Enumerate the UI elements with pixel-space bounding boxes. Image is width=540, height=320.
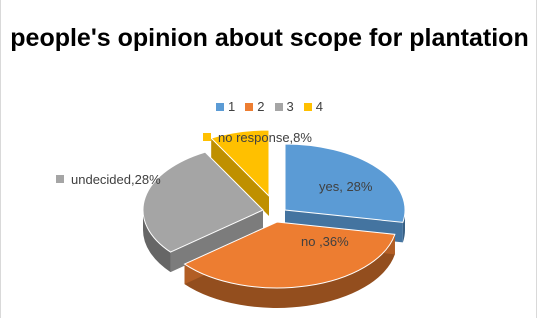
data-label-1: yes, 28% — [319, 179, 373, 194]
pie-slice-3 — [142, 151, 264, 253]
chart-title: people's opinion about scope for plantat… — [1, 22, 538, 54]
pie-slice-2 — [183, 221, 396, 289]
legend-label-2: 2 — [257, 99, 265, 114]
legend-label-1: 1 — [228, 99, 236, 114]
legend-swatch-3 — [274, 102, 283, 111]
legend: 1 2 3 4 — [1, 99, 538, 114]
data-label-4: no response,8% — [218, 130, 312, 145]
data-label-2: no ,36% — [301, 234, 349, 249]
data-label-key-3 — [56, 175, 64, 183]
pie-slice-side-4 — [211, 138, 269, 216]
legend-item-4: 4 — [303, 99, 323, 114]
chart-title-text: people's opinion about scope for plantat… — [10, 24, 529, 52]
legend-item-1: 1 — [216, 99, 235, 114]
legend-label-3: 3 — [286, 99, 294, 114]
data-label-key-4 — [203, 133, 211, 141]
legend-item-3: 3 — [274, 99, 294, 114]
legend-label-4: 4 — [315, 99, 323, 114]
pie-slice-4 — [210, 129, 270, 198]
legend-swatch-2 — [245, 102, 254, 111]
pie-slice-1 — [284, 143, 406, 223]
legend-swatch-1 — [216, 102, 225, 111]
legend-item-2: 2 — [245, 99, 265, 114]
data-label-3: undecided,28% — [71, 172, 161, 187]
legend-swatch-4 — [303, 102, 312, 111]
